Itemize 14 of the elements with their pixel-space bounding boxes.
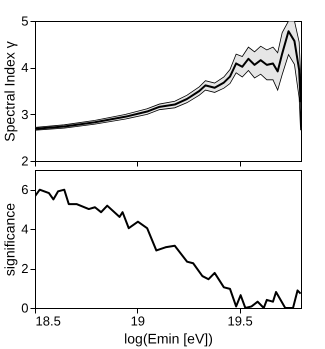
x-tick-label: 18.5 [36,314,61,328]
y-tick-label: 5 [21,14,28,28]
y-axis-title: significance [1,202,18,276]
y-tick-label: 2 [21,261,28,276]
y-tick-label: 2 [21,154,28,168]
y-tick-label: 0 [21,300,28,316]
y-tick-label: 6 [21,182,28,198]
x-tick-label: 19.5 [227,314,253,328]
y-tick-label: 3 [21,106,28,122]
y-tick-label: 4 [21,60,28,76]
x-tick-label: 19 [130,314,146,328]
y-tick-label: 4 [21,222,28,237]
y-axis-title: Spectral Index γ [1,41,18,142]
x-axis-title: log(Emin [eV]) [124,330,213,346]
